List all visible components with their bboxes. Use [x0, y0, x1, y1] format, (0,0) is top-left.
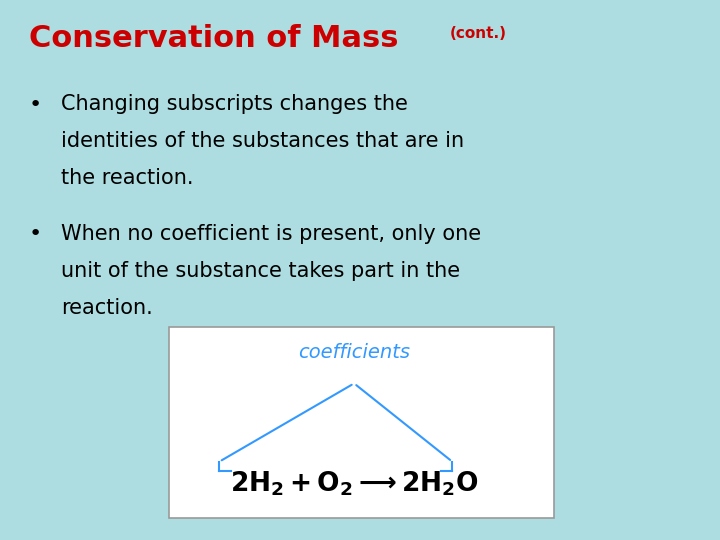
- Text: reaction.: reaction.: [61, 298, 153, 318]
- Text: •: •: [29, 94, 42, 114]
- Text: the reaction.: the reaction.: [61, 168, 194, 188]
- Text: •: •: [29, 224, 42, 244]
- Text: coefficients: coefficients: [298, 343, 410, 362]
- Text: When no coefficient is present, only one: When no coefficient is present, only one: [61, 224, 482, 244]
- Bar: [169, 327, 554, 518]
- Text: $\mathbf{2H_2 + O_2 \longrightarrow 2H_2O}$: $\mathbf{2H_2 + O_2 \longrightarrow 2H_2…: [230, 470, 478, 498]
- Text: Changing subscripts changes the: Changing subscripts changes the: [61, 94, 408, 114]
- Text: (cont.): (cont.): [450, 26, 507, 41]
- Text: identities of the substances that are in: identities of the substances that are in: [61, 131, 464, 151]
- Text: Conservation of Mass: Conservation of Mass: [29, 24, 398, 53]
- Text: unit of the substance takes part in the: unit of the substance takes part in the: [61, 261, 460, 281]
